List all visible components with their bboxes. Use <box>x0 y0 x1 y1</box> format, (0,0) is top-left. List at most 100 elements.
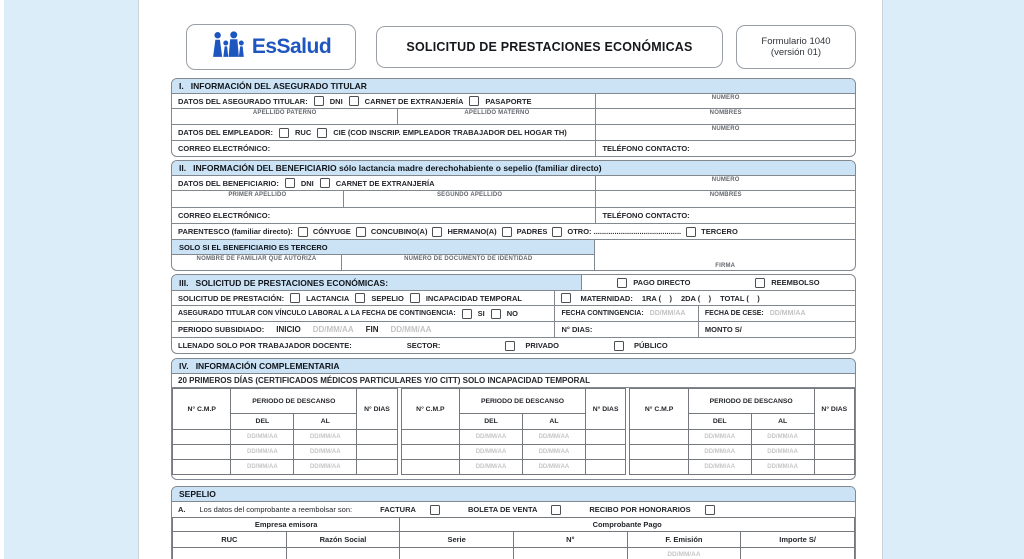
apellido-materno-field[interactable]: APELLIDO MATERNO <box>397 109 595 124</box>
cmp-cell[interactable] <box>172 459 232 475</box>
dias-cell[interactable] <box>356 459 398 475</box>
pasaporte-checkbox[interactable] <box>469 96 480 106</box>
col-dias-header: N° DIAS <box>813 388 855 430</box>
del-date-cell[interactable]: DD/MM/AA <box>687 459 752 475</box>
empresa-emisora-header: Empresa emisora <box>172 517 401 532</box>
descanso-table-1: N° C.M.P PERIODO DE DESCANSO N° DIAS DEL… <box>172 388 398 475</box>
al-date-cell[interactable]: DD/MM/AA <box>521 459 586 475</box>
factura-checkbox[interactable] <box>429 504 440 515</box>
del-date-cell[interactable]: DD/MM/AA <box>459 444 523 460</box>
dias-cell[interactable] <box>813 459 855 475</box>
beneficiario-nombres-field[interactable]: NOMBRES <box>595 191 855 207</box>
fecha-cese-field[interactable]: FECHA DE CESE: DD/MM/AA <box>697 306 855 321</box>
primer-apellido-field[interactable]: PRIMER APELLIDO <box>228 192 287 198</box>
razon-social-col-header: Razón Social <box>285 531 401 548</box>
n-dias-field[interactable]: N° DIAS: <box>554 322 697 337</box>
al-date-cell[interactable]: DD/MM/AA <box>521 429 586 445</box>
serie-cell[interactable] <box>399 547 514 559</box>
titular-numero-field[interactable]: NÚMERO <box>595 94 855 108</box>
monto-field[interactable]: MONTO S/ <box>697 322 855 337</box>
periodo-inicio-field[interactable]: DD/MM/AA <box>312 325 354 334</box>
del-date-cell[interactable]: DD/MM/AA <box>459 429 523 445</box>
apellido-paterno-field[interactable]: APELLIDO PATERNO <box>252 110 317 116</box>
sector-privado-checkbox[interactable] <box>505 340 516 351</box>
cmp-cell[interactable] <box>172 444 232 460</box>
sector-publico-checkbox[interactable] <box>614 340 625 351</box>
recibo-honorarios-checkbox[interactable] <box>704 504 715 515</box>
dias-cell[interactable] <box>813 444 855 460</box>
fecha-contingencia-field[interactable]: FECHA CONTINGENCIA: DD/MM/AA <box>554 306 697 321</box>
section-iv-subtitle: 20 PRIMEROS DÍAS (CERTIFICADOS MÉDICOS P… <box>178 376 591 385</box>
sepelio-checkbox[interactable] <box>355 293 366 303</box>
col-periodo-header: PERIODO DE DESCANSO <box>459 388 586 414</box>
otro-checkbox[interactable] <box>552 226 563 237</box>
maternidad-checkbox[interactable] <box>561 293 572 303</box>
cmp-cell[interactable] <box>172 429 232 445</box>
cmp-cell[interactable] <box>629 459 689 475</box>
dias-cell[interactable] <box>584 444 627 460</box>
col-cmp-header: N° C.M.P <box>400 388 461 430</box>
dias-cell[interactable] <box>356 429 398 445</box>
dias-cell[interactable] <box>584 459 627 475</box>
carnet-extranjeria-checkbox[interactable] <box>348 96 359 106</box>
al-date-cell[interactable]: DD/MM/AA <box>521 444 586 460</box>
del-date-cell[interactable]: DD/MM/AA <box>230 444 295 460</box>
cmp-cell[interactable] <box>400 429 461 445</box>
nombres-field[interactable]: NOMBRES <box>595 109 855 124</box>
del-date-cell[interactable]: DD/MM/AA <box>459 459 523 475</box>
titular-correo-field[interactable]: CORREO ELECTRÓNICO: <box>178 144 271 153</box>
vinculo-no-checkbox[interactable] <box>490 308 501 319</box>
hermano-checkbox[interactable] <box>432 226 443 237</box>
beneficiario-dni-checkbox[interactable] <box>284 178 295 188</box>
segundo-apellido-field[interactable]: SEGUNDO APELLIDO <box>342 191 596 207</box>
incapacidad-temporal-checkbox[interactable] <box>409 293 420 303</box>
doc-identidad-field[interactable]: NÚMERO DE DOCUMENTO DE IDENTIDAD <box>340 255 594 270</box>
dni-checkbox[interactable] <box>313 96 324 106</box>
cmp-cell[interactable] <box>629 429 689 445</box>
numero-cell[interactable] <box>512 547 628 559</box>
pago-directo-checkbox[interactable] <box>617 277 628 288</box>
cie-checkbox[interactable] <box>317 127 328 138</box>
beneficiario-numero-field[interactable]: NÚMERO <box>595 176 855 190</box>
ruc-checkbox[interactable] <box>279 127 290 138</box>
beneficiario-carnet-checkbox[interactable] <box>319 178 330 188</box>
boleta-venta-checkbox[interactable] <box>551 504 562 515</box>
firma-field[interactable]: FIRMA <box>715 263 736 269</box>
dias-cell[interactable] <box>813 429 855 445</box>
concubino-checkbox[interactable] <box>355 226 366 237</box>
razon-social-cell[interactable] <box>285 547 401 559</box>
titular-telefono-field[interactable]: TELÉFONO CONTACTO: <box>595 141 855 156</box>
al-date-cell[interactable]: DD/MM/AA <box>293 429 358 445</box>
form-header: EsSalud SOLICITUD DE PRESTACIONES ECONÓM… <box>171 24 856 70</box>
cmp-cell[interactable] <box>629 444 689 460</box>
beneficiario-correo-field[interactable]: CORREO ELECTRÓNICO: <box>178 211 271 220</box>
vinculo-si-checkbox[interactable] <box>461 308 472 319</box>
importe-cell[interactable] <box>740 547 855 559</box>
serie-col-header: Serie <box>399 531 514 548</box>
del-date-cell[interactable]: DD/MM/AA <box>230 459 295 475</box>
dias-cell[interactable] <box>356 444 398 460</box>
col-cmp-header: N° C.M.P <box>629 388 689 430</box>
del-date-cell[interactable]: DD/MM/AA <box>230 429 295 445</box>
beneficiario-telefono-field[interactable]: TELÉFONO CONTACTO: <box>595 208 855 223</box>
cmp-cell[interactable] <box>400 459 461 475</box>
empleador-numero-field[interactable]: NÚMERO <box>595 125 855 140</box>
del-date-cell[interactable]: DD/MM/AA <box>687 429 752 445</box>
f-emision-date-cell[interactable]: DD/MM/AA <box>626 547 742 559</box>
periodo-fin-field[interactable]: DD/MM/AA <box>390 325 432 334</box>
tercero-checkbox[interactable] <box>686 226 697 237</box>
padres-checkbox[interactable] <box>501 226 512 237</box>
al-date-cell[interactable]: DD/MM/AA <box>750 444 815 460</box>
al-date-cell[interactable]: DD/MM/AA <box>293 459 358 475</box>
dias-cell[interactable] <box>584 429 627 445</box>
lactancia-checkbox[interactable] <box>290 293 301 303</box>
familiar-autoriza-field[interactable]: NOMBRE DE FAMILIAR QUE AUTORIZA <box>196 256 317 262</box>
al-date-cell[interactable]: DD/MM/AA <box>293 444 358 460</box>
al-date-cell[interactable]: DD/MM/AA <box>750 459 815 475</box>
conyuge-checkbox[interactable] <box>297 226 308 237</box>
ruc-cell[interactable] <box>172 547 287 559</box>
al-date-cell[interactable]: DD/MM/AA <box>750 429 815 445</box>
cmp-cell[interactable] <box>400 444 461 460</box>
reembolso-checkbox[interactable] <box>755 277 766 288</box>
del-date-cell[interactable]: DD/MM/AA <box>687 444 752 460</box>
